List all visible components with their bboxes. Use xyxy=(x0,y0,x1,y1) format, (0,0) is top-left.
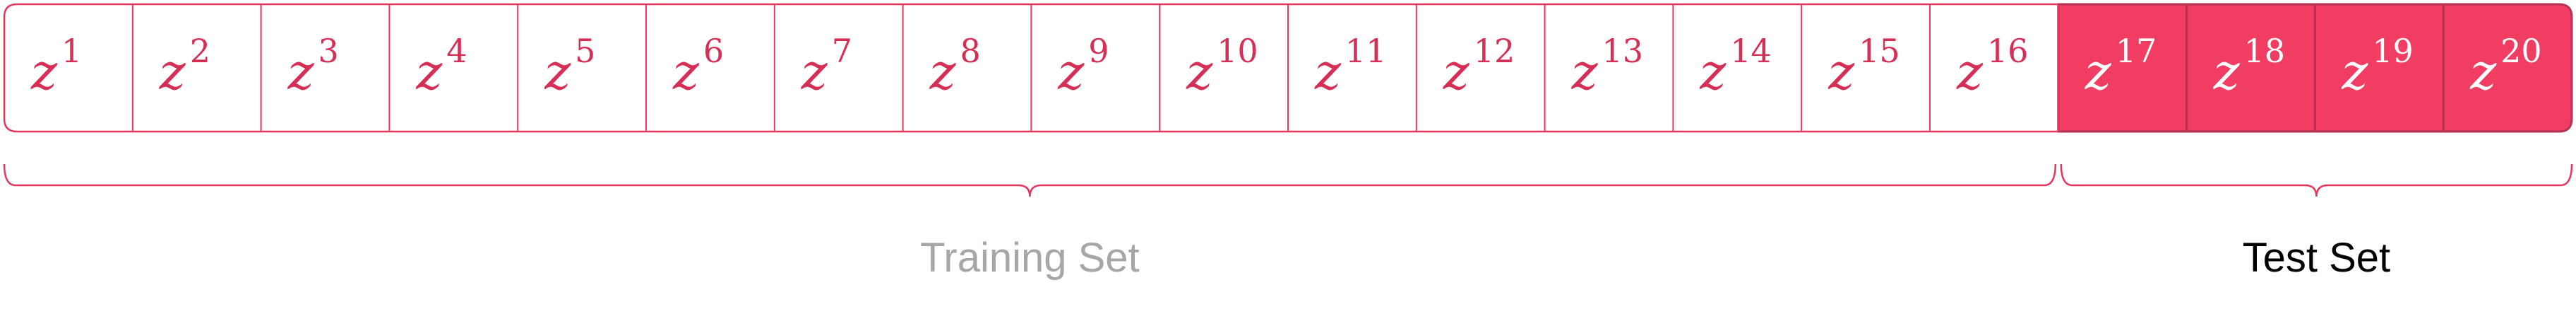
cell-label: z 11 xyxy=(1314,32,1386,101)
sequence-cells: z 1 z 2 z 3 z 4 z 5 z 6 z 7 z 8 z 9 z 10 z 11 z 12 z 13 z 14 z 15 z 16 z… xyxy=(3,3,2573,133)
cell-index: 7 xyxy=(832,32,852,70)
cell-index: 13 xyxy=(1602,32,1643,70)
cell-label: z 19 xyxy=(2341,32,2413,101)
cell-index: 8 xyxy=(960,32,980,70)
training-set-label: Training Set xyxy=(920,235,1140,281)
cell-variable: z xyxy=(2085,43,2112,101)
cell-index: 6 xyxy=(703,32,724,70)
training-block-outline xyxy=(3,3,2058,133)
cell-label: z 12 xyxy=(1443,32,1515,101)
cell-variable: z xyxy=(287,43,315,101)
test-set-brace xyxy=(2060,163,2573,197)
test-set-label: Test Set xyxy=(2243,235,2391,281)
cell-variable: z xyxy=(415,43,443,101)
cell-label: z 14 xyxy=(1699,32,1771,101)
cell-label: z 13 xyxy=(1571,32,1643,101)
cell-variable: z xyxy=(1571,43,1599,101)
cell-index: 15 xyxy=(1859,32,1900,70)
cell-index: 11 xyxy=(1345,32,1387,70)
cell-index: 9 xyxy=(1088,32,1109,70)
cell-variable: z xyxy=(801,43,828,101)
cell-index: 10 xyxy=(1217,32,1258,70)
cell-label: z 16 xyxy=(1956,32,2028,101)
cell-index: 19 xyxy=(2372,32,2414,70)
cell-variable: z xyxy=(929,43,957,101)
cell-variable: z xyxy=(2213,43,2241,101)
cell-label: z 15 xyxy=(1827,32,1900,101)
cell-index: 14 xyxy=(1730,32,1772,70)
cell-variable: z xyxy=(1186,43,1213,101)
cell-index: 16 xyxy=(1987,32,2029,70)
cell-index: 20 xyxy=(2500,32,2542,70)
cell-variable: z xyxy=(672,43,700,101)
cell-label: z 18 xyxy=(2213,32,2285,101)
cell-label: z 17 xyxy=(2085,32,2157,101)
cell-variable: z xyxy=(1057,43,1085,101)
cell-variable: z xyxy=(1443,43,1470,101)
cell-index: 17 xyxy=(2116,32,2157,70)
cell-index: 12 xyxy=(1474,32,1515,70)
cell-label: z 20 xyxy=(2469,32,2541,101)
cell-index: 2 xyxy=(190,32,210,70)
cell-label: z 10 xyxy=(1186,32,1258,101)
cell-index: 1 xyxy=(61,32,82,70)
cell-index: 5 xyxy=(575,32,595,70)
cell-index: 3 xyxy=(318,32,338,70)
training-set-brace xyxy=(3,163,2057,197)
cell-variable: z xyxy=(2469,43,2497,101)
cell-variable: z xyxy=(1314,43,1342,101)
cell-variable: z xyxy=(1956,43,1984,101)
cell-variable: z xyxy=(30,43,58,101)
cell-index: 18 xyxy=(2243,32,2285,70)
cell-variable: z xyxy=(1699,43,1727,101)
cell-variable: z xyxy=(1827,43,1855,101)
cell-variable: z xyxy=(544,43,571,101)
cell-variable: z xyxy=(159,43,186,101)
cell-index: 4 xyxy=(446,32,467,70)
cell-variable: z xyxy=(2341,43,2368,101)
